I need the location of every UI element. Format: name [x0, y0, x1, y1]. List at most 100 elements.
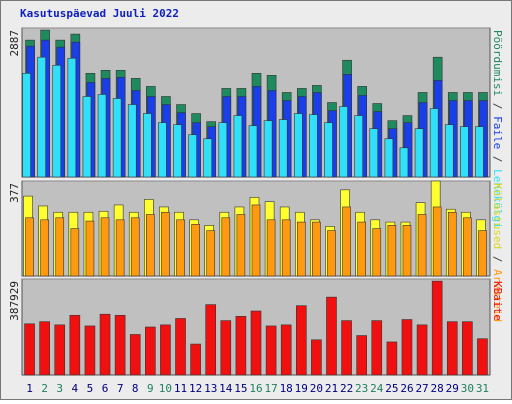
bar — [115, 219, 125, 277]
bar — [130, 217, 140, 277]
bar — [386, 341, 398, 376]
bar — [326, 296, 337, 376]
bar — [85, 220, 95, 277]
bar — [462, 321, 473, 376]
x-tick-label: 22 — [340, 382, 353, 395]
x-tick-label: 7 — [117, 382, 124, 395]
bar — [432, 206, 442, 277]
x-tick-label: 13 — [204, 382, 217, 395]
legend-entry: Faile — [491, 116, 504, 149]
bar — [112, 98, 122, 178]
bar — [220, 320, 232, 376]
bar — [25, 217, 34, 277]
bar — [280, 324, 292, 376]
bar — [70, 228, 80, 277]
bar — [160, 324, 171, 376]
bar — [55, 217, 65, 277]
bar — [475, 126, 484, 178]
bar — [342, 206, 351, 277]
x-tick-label: 18 — [280, 382, 293, 395]
bar — [173, 124, 182, 178]
x-tick-label: 14 — [219, 382, 233, 395]
legend-entry: Külastused — [491, 183, 504, 249]
bar — [67, 57, 77, 178]
bar — [265, 325, 277, 376]
y-tick-label: 377 — [8, 183, 21, 203]
bar — [161, 211, 170, 277]
bar — [175, 318, 186, 376]
bar — [327, 230, 336, 277]
bar — [52, 64, 62, 178]
x-tick-label: 5 — [87, 382, 94, 395]
bar — [309, 114, 318, 178]
bar — [114, 314, 126, 376]
bar — [311, 339, 322, 376]
bar — [281, 219, 291, 277]
x-tick-label: 25 — [385, 382, 398, 395]
bar — [236, 214, 246, 277]
x-tick-label: 2 — [41, 382, 48, 395]
bar — [40, 219, 49, 277]
x-tick-label: 24 — [370, 382, 384, 395]
bar — [191, 224, 200, 277]
bar — [339, 106, 348, 178]
legend-separator: / — [491, 149, 504, 169]
x-tick-label: 10 — [159, 382, 172, 395]
bar — [357, 221, 366, 277]
bar — [431, 280, 443, 376]
legend-separator: / — [491, 249, 504, 269]
legend-entry: KBaite — [491, 281, 504, 321]
y-tick-label: 387929 — [8, 281, 21, 321]
bar — [146, 214, 155, 277]
x-tick-label: 31 — [476, 382, 489, 395]
x-tick-label: 20 — [310, 382, 323, 395]
bar — [129, 334, 141, 376]
x-tick-label: 1 — [26, 382, 33, 395]
bar — [54, 324, 66, 376]
bar — [417, 214, 427, 277]
bar — [69, 314, 81, 376]
bar — [176, 219, 185, 277]
bar — [251, 204, 261, 277]
bar — [356, 335, 367, 376]
bar — [414, 128, 424, 178]
x-tick-label: 23 — [355, 382, 368, 395]
bar — [248, 125, 258, 178]
bar — [206, 230, 216, 277]
bar — [371, 320, 383, 376]
bar — [266, 219, 276, 277]
bar — [235, 316, 247, 376]
x-tick-label: 21 — [325, 382, 338, 395]
bar — [190, 343, 201, 376]
bar — [97, 94, 107, 178]
bar — [295, 305, 307, 376]
legend: Külastused / Arvuteid — [491, 183, 504, 322]
bar — [143, 113, 152, 178]
x-tick-label: 30 — [461, 382, 474, 395]
bar — [324, 122, 333, 178]
bar — [478, 230, 487, 277]
x-tick-label: 3 — [56, 382, 63, 395]
bar — [24, 323, 35, 376]
bar — [354, 115, 363, 178]
bar — [39, 321, 50, 376]
bar — [233, 115, 243, 178]
x-tick-label: 19 — [295, 382, 308, 395]
bar — [203, 138, 213, 178]
legend: KBaite — [491, 281, 504, 321]
bar — [401, 319, 413, 376]
legend-entry: Arvuteid — [491, 269, 504, 322]
bar — [250, 310, 262, 376]
bar — [218, 122, 228, 178]
bar — [477, 338, 488, 376]
bar — [221, 217, 231, 277]
bar — [444, 124, 454, 178]
x-tick-label: 16 — [249, 382, 262, 395]
bar — [263, 120, 273, 178]
bar — [278, 119, 288, 178]
x-tick-label: 8 — [132, 382, 139, 395]
bar — [37, 56, 46, 178]
x-tick-label: 11 — [174, 382, 187, 395]
bar — [399, 147, 409, 178]
bar — [145, 326, 156, 376]
